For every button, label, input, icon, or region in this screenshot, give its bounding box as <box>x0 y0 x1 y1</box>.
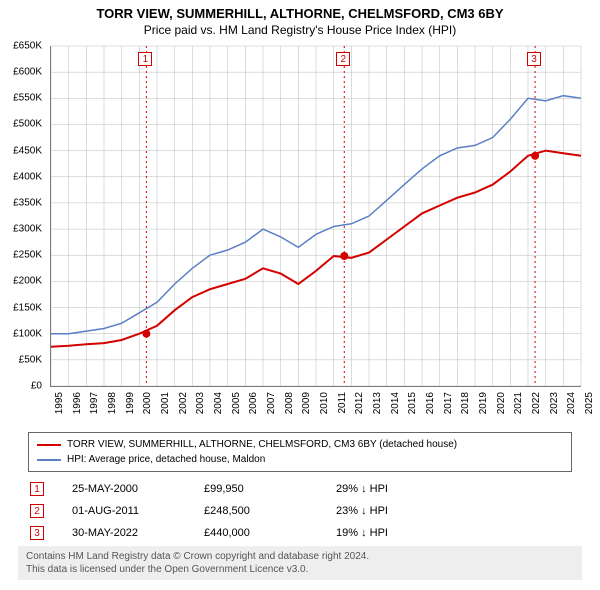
x-tick-label: 2018 <box>460 392 471 414</box>
x-tick-label: 2024 <box>566 392 577 414</box>
footer-line-1: Contains HM Land Registry data © Crown c… <box>26 550 574 563</box>
table-marker: 2 <box>30 504 44 518</box>
x-tick-label: 2006 <box>248 392 259 414</box>
table-price: £248,500 <box>204 505 324 517</box>
x-tick-label: 2016 <box>425 392 436 414</box>
x-tick-label: 1999 <box>125 392 136 414</box>
sales-table: 1 25-MAY-2000 £99,950 29% ↓ HPI 2 01-AUG-2011… <box>28 478 572 544</box>
x-tick-label: 2005 <box>231 392 242 414</box>
x-tick-label: 1997 <box>89 392 100 414</box>
y-tick-label: £600K <box>13 67 42 78</box>
x-tick-label: 2011 <box>337 392 348 414</box>
table-row: 2 01-AUG-2011 £248,500 23% ↓ HPI <box>28 500 572 522</box>
x-tick-label: 1998 <box>107 392 118 414</box>
table-diff: 29% ↓ HPI <box>336 483 476 495</box>
x-tick-label: 2017 <box>443 392 454 414</box>
table-marker: 1 <box>30 482 44 496</box>
marker-label: 2 <box>336 52 350 66</box>
x-tick-label: 2009 <box>301 392 312 414</box>
y-axis-labels: £0£50K£100K£150K£200K£250K£300K£350K£400… <box>0 46 46 386</box>
x-tick-label: 2008 <box>284 392 295 414</box>
x-tick-label: 2025 <box>584 392 595 414</box>
y-tick-label: £50K <box>19 354 42 365</box>
legend-text: TORR VIEW, SUMMERHILL, ALTHORNE, CHELMSF… <box>67 437 457 452</box>
marker-label: 1 <box>138 52 152 66</box>
x-tick-label: 2004 <box>213 392 224 414</box>
chart-subtitle: Price paid vs. HM Land Registry's House … <box>0 23 600 37</box>
plot-area <box>50 46 581 387</box>
title-block: TORR VIEW, SUMMERHILL, ALTHORNE, CHELMSF… <box>0 0 600 37</box>
y-tick-label: £350K <box>13 197 42 208</box>
x-tick-label: 2007 <box>266 392 277 414</box>
y-tick-label: £450K <box>13 145 42 156</box>
x-tick-label: 2012 <box>354 392 365 414</box>
y-tick-label: £150K <box>13 302 42 313</box>
x-tick-label: 2010 <box>319 392 330 414</box>
table-date: 25-MAY-2000 <box>56 483 192 495</box>
table-date: 30-MAY-2022 <box>56 527 192 539</box>
y-tick-label: £0 <box>31 381 42 392</box>
x-tick-label: 1995 <box>54 392 65 414</box>
table-diff: 19% ↓ HPI <box>336 527 476 539</box>
legend-text: HPI: Average price, detached house, Mald… <box>67 452 265 467</box>
table-price: £99,950 <box>204 483 324 495</box>
x-tick-label: 2003 <box>195 392 206 414</box>
table-diff: 23% ↓ HPI <box>336 505 476 517</box>
marker-label: 3 <box>527 52 541 66</box>
x-tick-label: 2023 <box>549 392 560 414</box>
x-tick-label: 2015 <box>407 392 418 414</box>
y-tick-label: £300K <box>13 224 42 235</box>
table-marker: 3 <box>30 526 44 540</box>
chart-title: TORR VIEW, SUMMERHILL, ALTHORNE, CHELMSF… <box>0 6 600 21</box>
legend: TORR VIEW, SUMMERHILL, ALTHORNE, CHELMSF… <box>28 432 572 472</box>
x-tick-label: 2019 <box>478 392 489 414</box>
y-tick-label: £100K <box>13 328 42 339</box>
x-tick-label: 2014 <box>390 392 401 414</box>
x-tick-label: 2021 <box>513 392 524 414</box>
y-tick-label: £500K <box>13 119 42 130</box>
x-axis-labels: 1995 1996 1997 1998 1999 2000 2001 2002 2003 2004… <box>50 386 580 436</box>
x-tick-label: 2013 <box>372 392 383 414</box>
legend-swatch <box>37 444 61 446</box>
footer-attribution: Contains HM Land Registry data © Crown c… <box>18 546 582 580</box>
x-tick-label: 2020 <box>496 392 507 414</box>
table-price: £440,000 <box>204 527 324 539</box>
legend-row: TORR VIEW, SUMMERHILL, ALTHORNE, CHELMSF… <box>37 437 563 452</box>
footer-line-2: This data is licensed under the Open Gov… <box>26 563 574 576</box>
marker-dot <box>142 330 150 338</box>
legend-swatch <box>37 459 61 461</box>
marker-dot <box>340 252 348 260</box>
y-tick-label: £200K <box>13 276 42 287</box>
y-tick-label: £400K <box>13 171 42 182</box>
y-tick-label: £650K <box>13 41 42 52</box>
x-tick-label: 2022 <box>531 392 542 414</box>
chart-svg <box>51 46 581 386</box>
x-tick-label: 2000 <box>142 392 153 414</box>
table-date: 01-AUG-2011 <box>56 505 192 517</box>
x-tick-label: 2002 <box>178 392 189 414</box>
x-tick-label: 1996 <box>72 392 83 414</box>
x-tick-label: 2001 <box>160 392 171 414</box>
legend-row: HPI: Average price, detached house, Mald… <box>37 452 563 467</box>
table-row: 3 30-MAY-2022 £440,000 19% ↓ HPI <box>28 522 572 544</box>
chart-container: TORR VIEW, SUMMERHILL, ALTHORNE, CHELMSF… <box>0 0 600 590</box>
marker-dot <box>531 152 539 160</box>
table-row: 1 25-MAY-2000 £99,950 29% ↓ HPI <box>28 478 572 500</box>
y-tick-label: £250K <box>13 250 42 261</box>
y-tick-label: £550K <box>13 93 42 104</box>
